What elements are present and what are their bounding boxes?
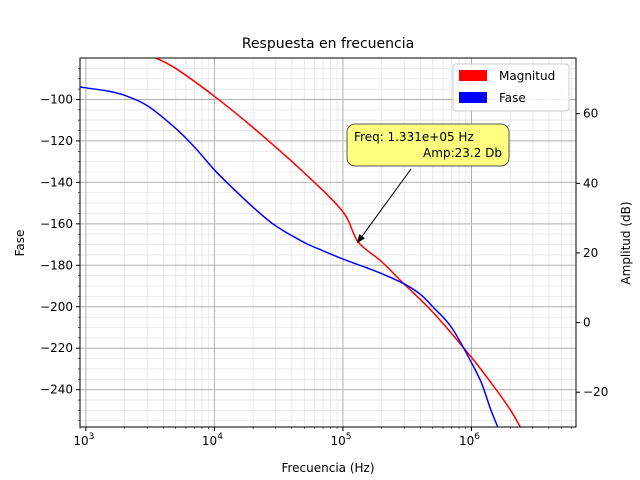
y-right-tick-label: −20 — [583, 385, 608, 399]
y-axis-left-label: Fase — [13, 230, 27, 257]
y-left-tick-label: −240 — [40, 383, 73, 397]
x-tick-label: 103 — [73, 432, 94, 448]
y-left-tick-label: −160 — [40, 217, 73, 231]
y-left-tick-label: −100 — [40, 92, 73, 106]
plot-frame — [79, 57, 577, 428]
y-left-tick-label: −220 — [40, 341, 73, 355]
legend: Magnitud Fase — [452, 63, 570, 112]
y-right-tick-label: 20 — [583, 246, 598, 260]
annotation-arrowhead — [356, 234, 365, 244]
x-tick-label: 104 — [202, 432, 223, 448]
ticks-layer: 103 104 105 106−100−120−140−160−180−200−220… — [40, 68, 608, 448]
annotation-box — [346, 123, 510, 167]
y-left-tick-label: −140 — [40, 175, 73, 189]
legend-swatch-magnitud — [459, 70, 487, 81]
annotation-line1: Freq: 1.331e+05 Hz — [354, 130, 474, 144]
series-line-fase — [80, 86, 499, 427]
y-left-tick-label: −200 — [40, 300, 73, 314]
y-left-tick-label: −120 — [40, 134, 73, 148]
y-right-tick-label: 40 — [583, 176, 598, 190]
x-tick-label: 105 — [330, 432, 351, 448]
legend-label-magnitud: Magnitud — [499, 69, 555, 83]
annotation-arrow — [361, 168, 412, 238]
series-layer — [80, 58, 522, 427]
x-axis-label: Frecuencia (Hz) — [281, 461, 374, 475]
annotation: Freq: 1.331e+05 Hz Amp:23.2 Db — [346, 123, 510, 244]
y-right-tick-label: 0 — [583, 316, 591, 330]
legend-label-fase: Fase — [499, 91, 526, 105]
chart-title: Respuesta en frecuencia — [242, 36, 414, 52]
legend-swatch-fase — [459, 92, 487, 103]
series-line-magnitud — [155, 58, 522, 427]
x-tick-label: 106 — [459, 432, 480, 448]
grid-minor — [79, 58, 576, 427]
y-axis-right-label: Amplitud (dB) — [619, 201, 633, 284]
y-left-tick-label: −180 — [40, 258, 73, 272]
annotation-line2: Amp:23.2 Db — [423, 146, 502, 160]
y-right-tick-label: 60 — [583, 107, 598, 121]
